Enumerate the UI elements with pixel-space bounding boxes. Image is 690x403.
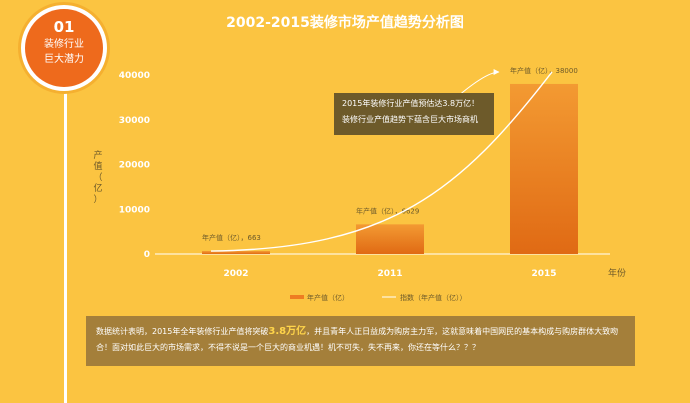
y-tick-label: 30000 xyxy=(119,116,150,126)
x-tick-label: 2015 xyxy=(531,269,556,279)
summary-pre: 数据统计表明，2015年全年装修行业产值将突破 xyxy=(96,327,269,336)
y-axis-label-char: （ xyxy=(93,172,102,183)
legend-swatch-bar xyxy=(290,295,304,299)
callout-line2: 装修行业产值趋势下蕴含巨大市场商机 xyxy=(342,115,478,124)
badge-number: 01 xyxy=(53,18,75,36)
summary-post: ，并且青年人正日益成为购房主力军，这就意味着中国网民的基本构成与购房群体大致吻合… xyxy=(96,327,619,352)
y-axis-label-char: 产 xyxy=(93,149,102,161)
callout-box: 2015年装修行业产值预估达3.8万亿！ 装修行业产值趋势下蕴含巨大市场商机 xyxy=(334,93,494,135)
chart-title: 2002-2015装修市场产值趋势分析图 xyxy=(226,15,464,31)
data-label: 年产值（亿），663 xyxy=(202,233,261,242)
y-tick-label: 20000 xyxy=(119,161,150,171)
bar xyxy=(510,83,578,254)
trend-line xyxy=(210,71,553,252)
x-tick-label: 2002 xyxy=(223,269,248,279)
x-axis-label: 年份 xyxy=(608,267,626,279)
bar xyxy=(202,251,270,254)
bar xyxy=(356,224,424,254)
legend-label-trend: 指数（年产值（亿）） xyxy=(400,293,467,302)
summary-highlight: 3.8万亿 xyxy=(268,326,307,337)
legend-label-bar: 年产值（亿） xyxy=(307,293,349,302)
y-tick-label: 10000 xyxy=(119,205,150,215)
data-label: 年产值（亿），6629 xyxy=(356,206,419,215)
summary-text: 数据统计表明，2015年全年装修行业产值将突破3.8万亿，并且青年人正日益成为购… xyxy=(86,316,635,366)
data-label: 年产值（亿），38000 xyxy=(510,66,578,75)
badge-line2: 巨大潜力 xyxy=(44,54,84,65)
y-axis-label-char: ） xyxy=(93,194,102,205)
y-tick-label: 0 xyxy=(144,250,150,260)
timeline-line xyxy=(64,70,67,403)
y-axis-label-char: 值 xyxy=(93,160,102,172)
y-tick-label: 40000 xyxy=(119,71,150,81)
x-tick-label: 2011 xyxy=(377,269,402,279)
badge-line1: 装修行业 xyxy=(44,39,84,50)
section-badge: 01 装修行业 巨大潜力 xyxy=(25,9,103,87)
callout-line1: 2015年装修行业产值预估达3.8万亿！ xyxy=(342,99,480,108)
y-axis-label-char: 亿 xyxy=(93,182,102,194)
